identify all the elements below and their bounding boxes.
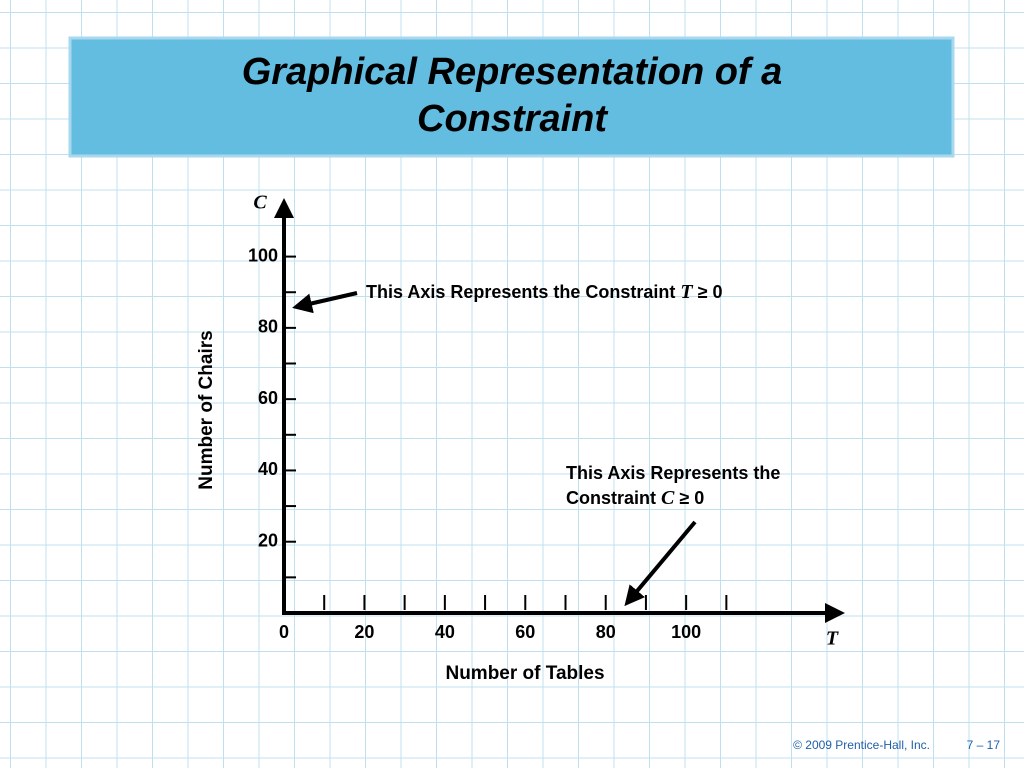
chart-title: Constraint — [417, 98, 608, 140]
x-tick-label: 60 — [515, 622, 535, 642]
annotation-text: This Axis Represents the — [566, 463, 780, 483]
annotation: Constraint C ≥ 0 — [566, 487, 704, 509]
annotation-text: ≥ 0 — [693, 282, 723, 302]
x-tick-label: 40 — [435, 622, 455, 642]
x-axis-symbol: T — [826, 628, 839, 650]
footer-page: 7 – 17 — [967, 738, 1001, 752]
arrow — [624, 520, 697, 607]
annotation-symbol: T — [680, 281, 693, 303]
chart-title: Graphical Representation of a — [242, 51, 783, 93]
x-tick-label: 0 — [279, 622, 289, 642]
x-axis-label: Number of Tables — [445, 663, 604, 684]
y-tick-label: 60 — [258, 388, 278, 408]
x-tick-label: 80 — [596, 622, 616, 642]
y-axis-label: Number of Chairs — [196, 330, 217, 489]
y-axis-symbol: C — [253, 192, 267, 214]
annotation-text: This Axis Represents the Constraint — [366, 282, 680, 302]
x-tick-label: 100 — [671, 622, 701, 642]
y-tick-label: 100 — [248, 245, 278, 265]
footer-copyright: © 2009 Prentice-Hall, Inc. — [793, 738, 930, 752]
x-tick-label: 20 — [354, 622, 374, 642]
annotation-text: Constraint — [566, 488, 661, 508]
title-box — [68, 36, 955, 158]
annotation-symbol: C — [661, 487, 675, 509]
y-tick-label: 80 — [258, 317, 278, 337]
y-tick-label: 20 — [258, 530, 278, 550]
y-tick-label: 40 — [258, 459, 278, 479]
arrow — [292, 291, 358, 314]
annotation: This Axis Represents the — [566, 463, 780, 483]
annotation: This Axis Represents the Constraint T ≥ … — [366, 281, 723, 303]
annotation-text: ≥ 0 — [674, 488, 704, 508]
